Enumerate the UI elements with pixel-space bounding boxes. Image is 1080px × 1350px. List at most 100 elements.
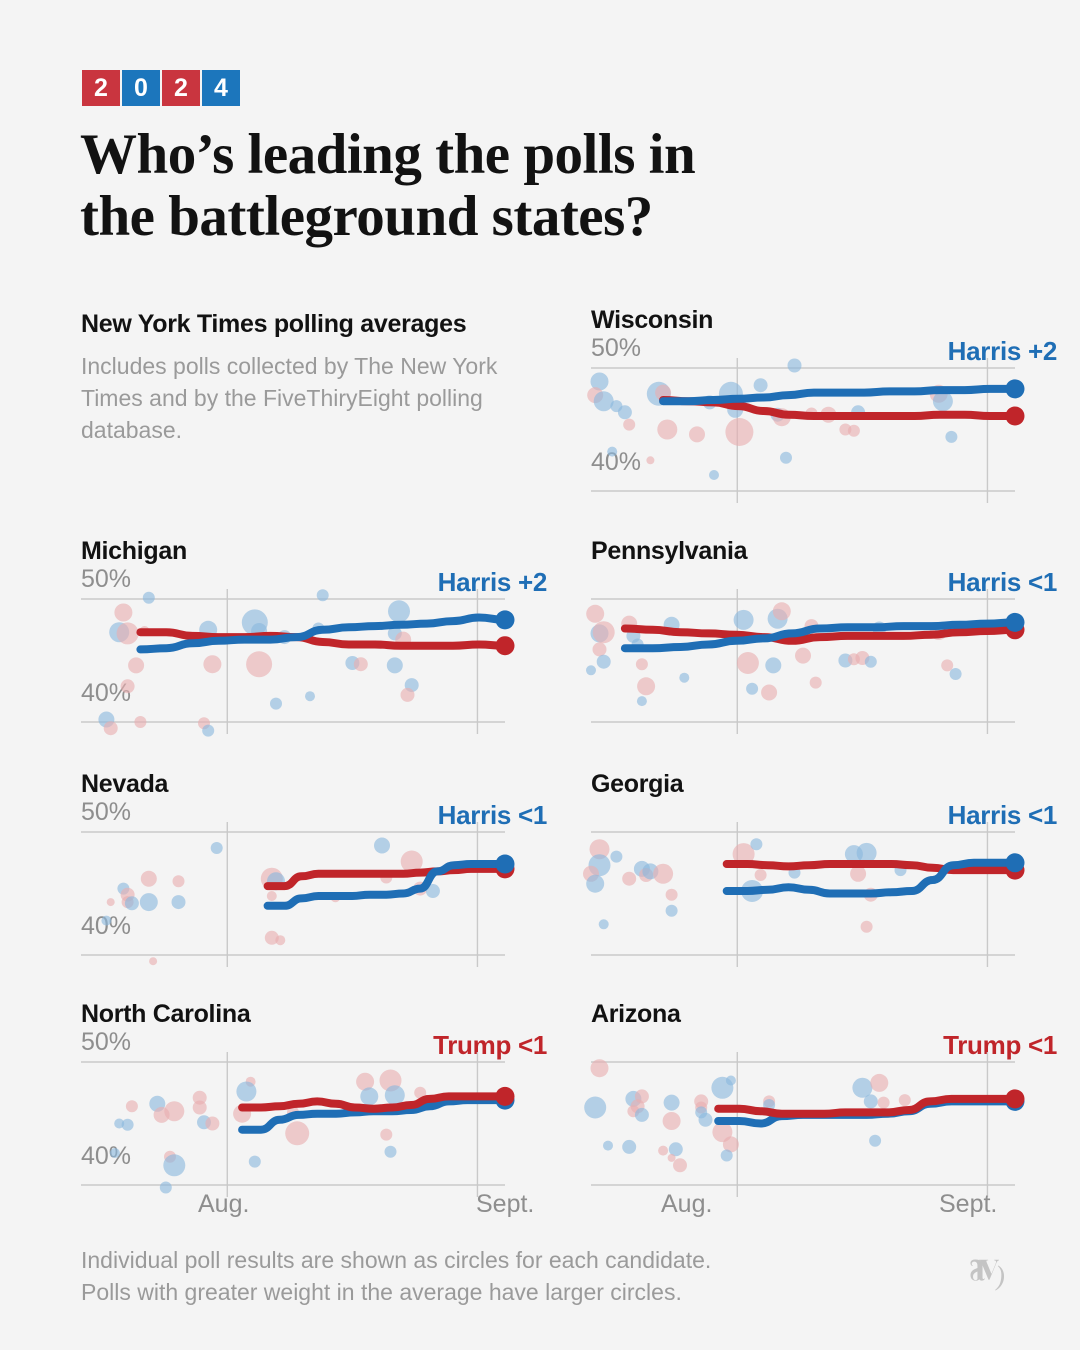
poll-dot-harris bbox=[863, 1094, 878, 1109]
lead-label: Harris <1 bbox=[437, 800, 548, 830]
poll-dot-harris bbox=[750, 838, 763, 851]
poll-dot-harris bbox=[945, 430, 958, 443]
poll-dot-harris bbox=[610, 850, 623, 863]
poll-dot-harris bbox=[780, 451, 792, 464]
chart-title: Michigan bbox=[81, 537, 187, 565]
poll-dot-trump bbox=[847, 424, 860, 437]
poll-dot-harris bbox=[584, 1096, 607, 1119]
y-tick-50: 50% bbox=[81, 798, 132, 826]
poll-dot-trump bbox=[646, 456, 655, 465]
poll-dot-harris bbox=[386, 657, 403, 674]
y-tick-50: 50% bbox=[81, 1028, 132, 1056]
poll-dot-harris bbox=[733, 609, 754, 630]
poll-dot-trump bbox=[623, 418, 636, 431]
harris-endpoint-dot bbox=[1005, 853, 1025, 873]
poll-dot-harris bbox=[607, 446, 618, 457]
trump-trend-line bbox=[238, 1092, 509, 1113]
poll-dot-harris bbox=[159, 1181, 172, 1194]
trump-trend-line bbox=[136, 628, 509, 650]
plot-area bbox=[584, 1000, 1061, 1215]
poll-dot-harris bbox=[598, 919, 609, 930]
poll-dot-trump bbox=[203, 655, 222, 674]
poll-dot-harris bbox=[765, 657, 782, 674]
poll-dot-harris bbox=[622, 1139, 637, 1154]
poll-dot-harris bbox=[603, 1140, 613, 1151]
lead-label: Harris <1 bbox=[947, 567, 1058, 597]
poll-dot-harris bbox=[590, 372, 609, 391]
poll-dot-trump bbox=[637, 677, 656, 696]
poll-dot-trump bbox=[732, 843, 755, 866]
poll-dot-harris bbox=[869, 1134, 882, 1147]
poll-dot-trump bbox=[754, 869, 767, 881]
poll-dot-harris bbox=[360, 1087, 379, 1106]
footer-note: Individual poll results are shown as cir… bbox=[81, 1245, 911, 1308]
footer-line-2: Polls with greater weight in the average… bbox=[81, 1278, 682, 1305]
poll-dot-trump bbox=[898, 1094, 911, 1107]
poll-dot-harris bbox=[316, 589, 329, 602]
poll-dot-trump bbox=[128, 657, 145, 674]
x-tick-right-col-aug: Aug. bbox=[661, 1190, 713, 1218]
poll-dot-trump bbox=[592, 621, 615, 644]
poll-dot-harris bbox=[668, 1142, 683, 1157]
poll-dot-trump bbox=[380, 1128, 393, 1141]
harris-trend-line bbox=[136, 613, 509, 654]
poll-dot-trump bbox=[673, 1158, 687, 1173]
intro-body: Includes polls collected by The New York… bbox=[81, 353, 498, 443]
poll-dot-harris bbox=[665, 904, 678, 917]
year-badge-digit-0: 2 bbox=[82, 70, 120, 106]
lead-label: Trump <1 bbox=[943, 1030, 1057, 1060]
trump-trend-line bbox=[714, 1094, 1019, 1118]
lead-label: Trump <1 bbox=[433, 1030, 547, 1060]
poll-dot-trump bbox=[635, 658, 648, 671]
harris-trend-line bbox=[659, 384, 1019, 406]
harris-endpoint-dot bbox=[495, 610, 515, 630]
poll-dot-harris bbox=[586, 665, 596, 676]
chart-panel-pennsylvania: Pennsylvania Harris <1 bbox=[586, 537, 1061, 752]
trump-trend-line bbox=[263, 864, 509, 891]
poll-dot-harris bbox=[753, 378, 768, 393]
poll-dot-trump bbox=[116, 622, 139, 645]
poll-dot-harris bbox=[202, 724, 215, 737]
lead-label: Harris +2 bbox=[947, 336, 1058, 366]
chart-title: Wisconsin bbox=[591, 306, 714, 334]
lead-label: Harris +2 bbox=[437, 567, 548, 597]
plot-area bbox=[81, 1000, 551, 1215]
poll-dot-harris bbox=[617, 405, 632, 420]
poll-dot-harris bbox=[720, 1149, 733, 1162]
poll-dot-harris bbox=[856, 842, 877, 863]
poll-dot-trump bbox=[285, 1121, 310, 1146]
poll-dot-trump bbox=[662, 1112, 681, 1130]
trump-trend-line bbox=[620, 624, 1019, 645]
footer-line-1: Individual poll results are shown as cir… bbox=[81, 1247, 712, 1273]
poll-dot-harris bbox=[384, 1145, 397, 1158]
poll-dot-harris bbox=[171, 895, 186, 910]
poll-dot-trump bbox=[266, 891, 277, 901]
poll-dot-trump bbox=[689, 426, 705, 443]
poll-dot-harris bbox=[210, 842, 223, 854]
poll-dot-trump bbox=[809, 676, 822, 689]
poll-dot-harris bbox=[121, 1118, 134, 1131]
chart-title: Georgia bbox=[591, 770, 684, 798]
poll-dot-harris bbox=[596, 654, 611, 669]
poll-dot-harris bbox=[305, 691, 315, 702]
poll-dot-harris bbox=[663, 1094, 680, 1111]
poll-dot-harris bbox=[142, 591, 155, 604]
y-tick-50: 50% bbox=[81, 565, 132, 593]
poll-dot-harris bbox=[593, 391, 614, 412]
poll-dot-trump bbox=[114, 603, 133, 622]
plot-area bbox=[81, 770, 551, 985]
plot-area bbox=[586, 537, 1061, 752]
x-tick-left-col-sept: Sept. bbox=[476, 1190, 535, 1218]
poll-dot-harris bbox=[932, 391, 953, 412]
poll-dot-harris bbox=[139, 893, 158, 912]
poll-dot-trump bbox=[722, 1136, 739, 1153]
poll-dot-harris bbox=[852, 1077, 873, 1098]
poll-dot-trump bbox=[653, 863, 674, 884]
poll-dot-trump bbox=[134, 716, 147, 728]
poll-dot-harris bbox=[109, 1148, 120, 1158]
poll-dot-trump bbox=[590, 1059, 609, 1078]
trump-endpoint-dot bbox=[495, 636, 515, 656]
chart-panel-wisconsin: Wisconsin Harris +2 50% 40% bbox=[587, 306, 1061, 521]
intro-heading: New York Times polling averages bbox=[81, 310, 467, 338]
